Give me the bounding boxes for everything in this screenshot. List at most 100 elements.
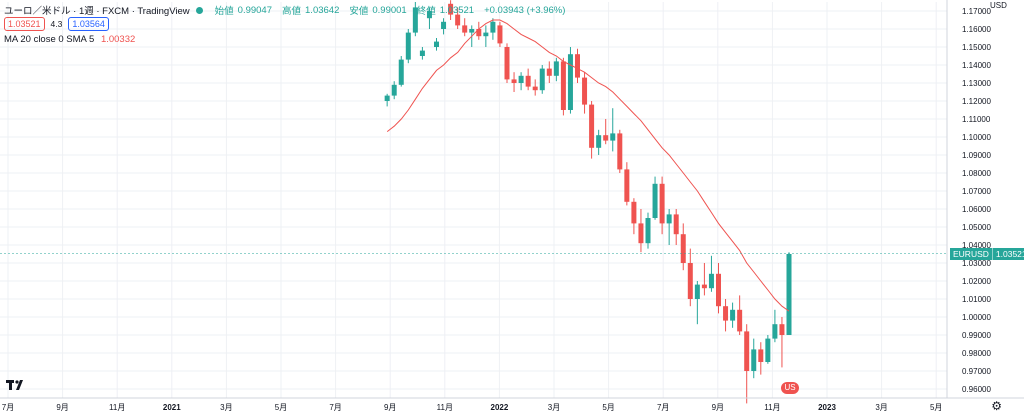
candle-body [708, 273, 714, 289]
candle-body [723, 306, 729, 321]
sell-button[interactable]: 1.03521 [4, 17, 45, 31]
candle-body [469, 29, 475, 33]
symbol-title[interactable]: ユーロ／米ドル · 1週 · FXCM · TradingView [4, 6, 190, 17]
candle-body [412, 7, 418, 33]
candle-body [730, 309, 736, 321]
candle-body [603, 135, 609, 141]
candle-body [553, 61, 559, 76]
axis-currency: USD [990, 1, 1007, 10]
x-tick-label: 7月 [657, 403, 669, 412]
candle-body [462, 25, 468, 33]
y-tick-label: 1.12000 [962, 97, 991, 106]
candle-body [617, 133, 623, 170]
x-tick-label: 5月 [275, 403, 287, 412]
candle-body [434, 41, 439, 47]
open-value: 0.99047 [237, 4, 272, 16]
candle-body [532, 86, 538, 91]
candle-body [525, 75, 531, 87]
y-tick-label: 1.11000 [962, 115, 991, 124]
candle-body [772, 324, 778, 339]
y-tick-label: 1.03000 [962, 259, 991, 268]
candle-body [582, 77, 588, 105]
y-tick-label: 1.00000 [962, 313, 991, 322]
price-tag: EURUSD 1.03521 [950, 247, 1024, 260]
x-tick-label: 11月 [109, 403, 125, 412]
settings-gear-icon[interactable]: ⚙ [991, 399, 1002, 413]
candle-body [737, 309, 743, 332]
y-tick-label: 1.08000 [962, 169, 991, 178]
close-label: 終値 [416, 6, 436, 17]
candle-body [405, 32, 411, 60]
x-tick-label: 3月 [548, 403, 560, 412]
low-label: 安値 [349, 6, 369, 17]
x-tick-label: 2022 [491, 403, 509, 412]
y-tick-label: 0.97000 [962, 367, 991, 376]
indicator-label: MA 20 close 0 SMA 5 [4, 34, 95, 45]
candle-body [779, 324, 785, 335]
candle-body [645, 218, 651, 244]
candle-body [567, 54, 573, 110]
candle-body [652, 183, 658, 218]
candle-body [490, 21, 496, 33]
x-tick-label: 7月 [329, 403, 341, 412]
x-tick-label: 9月 [56, 403, 68, 412]
y-tick-label: 1.14000 [962, 61, 991, 70]
candle-body [441, 21, 447, 29]
x-tick-label: 5月 [602, 403, 614, 412]
candle-body [497, 25, 503, 44]
us-event-flag-icon[interactable]: US [781, 382, 799, 394]
candle-body [687, 263, 693, 299]
y-tick-label: 1.09000 [962, 151, 991, 160]
y-tick-label: 0.98000 [962, 349, 991, 358]
candle-body [455, 14, 461, 26]
x-tick-label: 2023 [818, 403, 836, 412]
candle-body [560, 61, 566, 110]
candle-body [575, 54, 580, 78]
candle-body [765, 338, 771, 362]
candle-body [398, 59, 404, 85]
close-value: 1.03521 [439, 4, 475, 16]
price-axis[interactable]: 1.17000 1.16000 1.15000 1.14000 1.13000 1.120… [962, 7, 991, 394]
candle-body [504, 47, 510, 80]
y-tick-label: 1.05000 [962, 223, 991, 232]
price-tag-price: 1.03521 [991, 247, 1024, 260]
y-tick-label: 1.07000 [962, 187, 991, 196]
candle-body [751, 349, 757, 371]
time-axis[interactable]: 7月 9月 11月 2021 3月 5月 7月 9月 11月 2022 3月 5月 7月 9月 11月 202… [2, 403, 943, 412]
x-tick-label: 9月 [384, 403, 396, 412]
candle-body [631, 201, 637, 224]
indicator-value: 1.00332 [100, 34, 136, 45]
candle-body [694, 284, 700, 299]
candle-body [680, 234, 686, 263]
candle-body [483, 32, 489, 37]
indicator-legend[interactable]: MA 20 close 0 SMA 5 1.00332 [4, 34, 135, 45]
x-tick-label: 11月 [764, 403, 780, 412]
change-value: +0.03943 (+3.96%) [484, 4, 566, 16]
y-tick-label: 1.16000 [962, 25, 991, 34]
candle-body [448, 3, 454, 15]
market-status-icon [195, 6, 203, 14]
y-tick-label: 0.96000 [962, 385, 991, 394]
candle-body [391, 84, 397, 96]
spread-value: 4.3 [50, 19, 63, 29]
grid [0, 2, 947, 398]
trade-buttons: 1.03521 4.3 1.03564 [4, 17, 109, 31]
y-tick-label: 1.02000 [962, 277, 991, 286]
y-tick-label: 0.99000 [962, 331, 991, 340]
x-tick-label: 7月 [2, 403, 14, 412]
x-tick-label: 9月 [712, 403, 724, 412]
candle-body [518, 75, 524, 83]
x-tick-label: 2021 [163, 403, 181, 412]
tradingview-logo-icon[interactable] [6, 378, 26, 392]
candle-body [659, 183, 665, 224]
buy-button[interactable]: 1.03564 [68, 17, 109, 31]
x-tick-label: 11月 [437, 403, 453, 412]
candle-body [539, 68, 545, 91]
y-tick-label: 1.17000 [962, 7, 991, 16]
candle-body [786, 254, 792, 335]
candle-body [673, 214, 679, 235]
candle-body [638, 223, 644, 244]
high-value: 1.03642 [305, 4, 340, 16]
open-label: 始値 [214, 6, 234, 17]
